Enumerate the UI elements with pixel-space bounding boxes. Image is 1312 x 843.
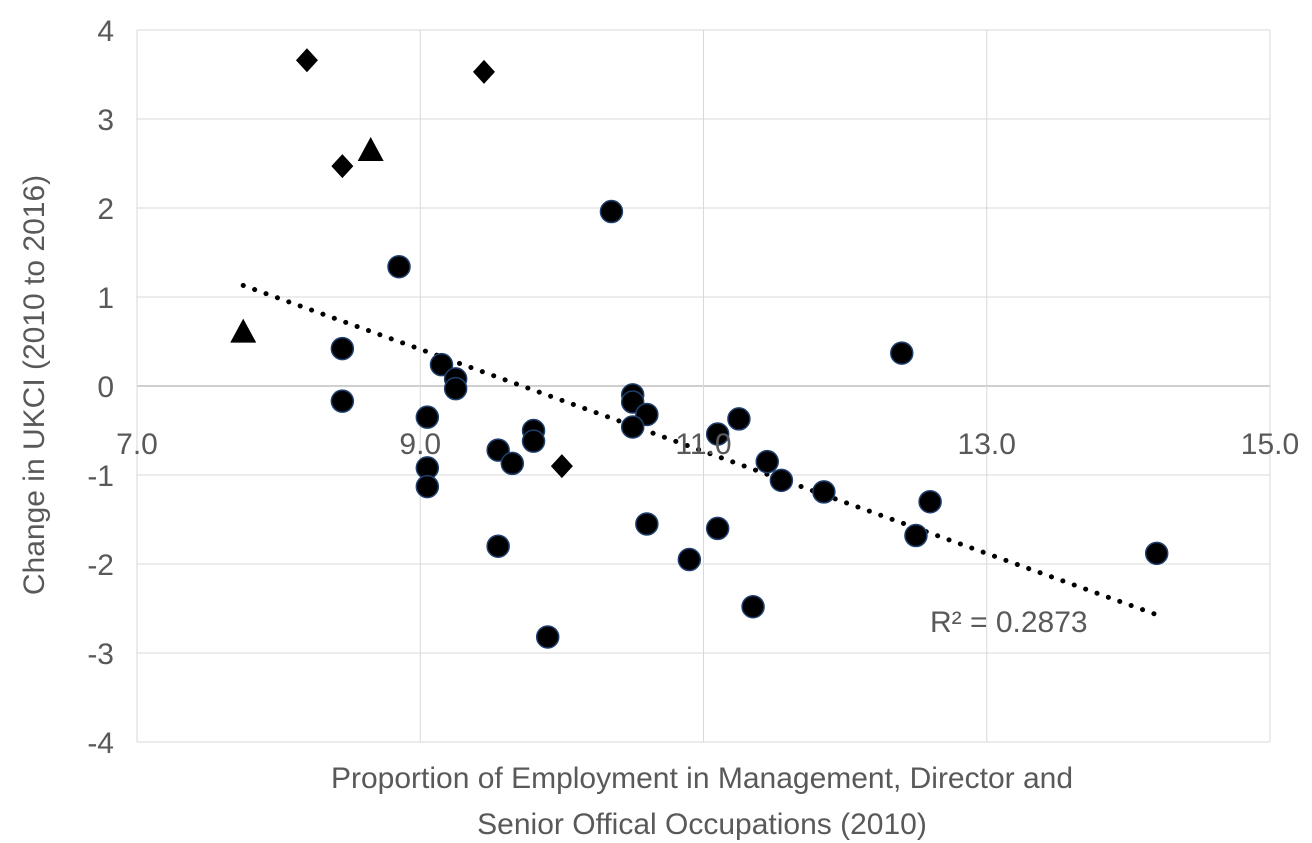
y-tick-label: 0	[97, 371, 114, 404]
y-tick-label: 3	[97, 104, 114, 137]
y-tick-label: 1	[97, 282, 114, 315]
circle-point	[443, 376, 468, 401]
y-tick-label: -2	[87, 549, 114, 582]
circle-point	[429, 352, 454, 377]
diamond-point	[295, 48, 318, 73]
triangle-point	[230, 318, 257, 343]
diamond-point	[550, 454, 573, 479]
circle-point	[521, 429, 546, 453]
circle-point	[890, 341, 914, 365]
triangle-point	[357, 137, 384, 162]
y-tick-label: -3	[87, 638, 114, 671]
circle-point	[486, 534, 510, 558]
trendline-line	[240, 282, 1160, 618]
circle-point	[330, 336, 355, 361]
circle-point	[812, 480, 836, 504]
circle-point	[904, 523, 928, 548]
circle-point	[415, 405, 440, 429]
y-tick-label: -4	[87, 727, 114, 760]
y-tick-label: 4	[97, 15, 114, 48]
circle-point	[415, 474, 440, 499]
x-tick-label: 11.0	[675, 428, 731, 461]
circle-point	[599, 199, 624, 224]
trendline	[240, 282, 1160, 618]
circle-point	[1144, 541, 1169, 566]
data-points	[230, 48, 1169, 649]
x-tick-label: 13.0	[958, 428, 1016, 461]
circle-point	[918, 489, 942, 514]
circle-point	[705, 516, 730, 541]
y-tick-label: 2	[97, 193, 114, 226]
circle-point	[677, 547, 702, 572]
circle-point	[620, 415, 645, 439]
circle-point	[330, 389, 355, 413]
circle-point	[635, 512, 659, 536]
circle-point	[769, 468, 794, 493]
circle-point	[727, 407, 751, 431]
circle-point	[387, 254, 411, 279]
x-axis-title-line-2: Senior Offical Occupations (2010)	[477, 808, 927, 841]
diamond-point	[331, 154, 354, 179]
x-tick-label: 15.0	[1241, 428, 1299, 461]
y-axis-title: Change in UKCI (2010 to 2016)	[18, 175, 51, 595]
circle-point	[535, 625, 560, 649]
r-squared-label: R² = 0.2873	[930, 606, 1088, 639]
diamond-point	[472, 59, 495, 84]
x-tick-label: 7.0	[116, 428, 158, 461]
circle-point	[755, 449, 779, 474]
x-axis-tick-labels: 7.0 9.0 11.0 13.0 15.0	[116, 428, 1299, 461]
grid-lines	[136, 29, 1271, 743]
circle-point	[500, 451, 525, 476]
y-axis-tick-labels: -4 -3 -2 -1 0 1 2 3 4	[87, 15, 114, 760]
circle-point	[741, 594, 765, 619]
x-tick-label: 9.0	[399, 428, 441, 461]
y-tick-label: -1	[87, 460, 114, 493]
x-axis-title-line-1: Proportion of Employment in Management, …	[331, 762, 1073, 795]
circle-point	[705, 422, 730, 446]
